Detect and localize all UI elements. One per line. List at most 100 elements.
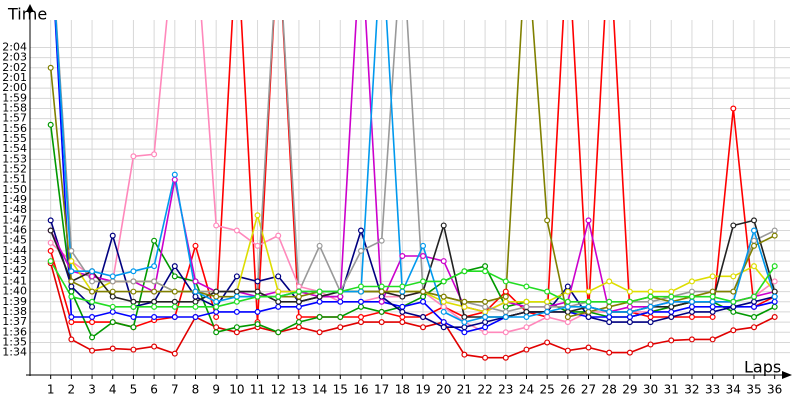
data-point: [523, 346, 530, 353]
data-point: [47, 247, 54, 254]
data-point: [399, 308, 406, 315]
data-point: [109, 319, 116, 326]
data-point: [337, 314, 344, 321]
data-point: [295, 283, 302, 290]
y-axis-title: Time: [7, 5, 47, 24]
data-point: [523, 324, 530, 331]
series-line: [49, 262, 776, 359]
data-point: [771, 278, 778, 285]
data-point: [730, 308, 737, 315]
data-point: [709, 308, 716, 315]
data-point: [482, 324, 489, 331]
y-tick-label: 1:52: [2, 163, 27, 176]
x-tick-label: 7: [171, 383, 179, 397]
data-point: [564, 314, 571, 321]
data-point: [109, 303, 116, 310]
data-point: [751, 293, 758, 300]
data-point: [213, 288, 220, 295]
data-point: [151, 237, 158, 244]
x-tick-label: 12: [271, 383, 286, 397]
data-point: [502, 354, 509, 361]
data-point: [647, 288, 654, 295]
data-point: [130, 153, 137, 160]
series-line: [55, 20, 776, 323]
x-tick-label: 2: [68, 383, 76, 397]
data-point: [378, 298, 385, 305]
data-point: [771, 293, 778, 300]
data-point: [730, 298, 737, 305]
y-tick-label: 1:59: [2, 91, 27, 104]
data-point: [502, 293, 509, 300]
data-point: [68, 278, 75, 285]
data-point: [378, 293, 385, 300]
data-point: [89, 278, 96, 285]
data-point: [461, 324, 468, 331]
data-point: [482, 308, 489, 315]
data-point: [151, 298, 158, 305]
data-point: [523, 303, 530, 310]
data-point: [233, 329, 240, 336]
y-tick-label: 1:56: [2, 122, 27, 135]
data-point: [544, 298, 551, 305]
data-point: [109, 278, 116, 285]
y-tick-label: 1:38: [2, 305, 27, 318]
data-point: [192, 293, 199, 300]
y-tick-label: 1:51: [2, 173, 27, 186]
data-point: [482, 314, 489, 321]
data-point: [151, 343, 158, 350]
data-point: [192, 288, 199, 295]
data-point: [482, 354, 489, 361]
data-point: [47, 239, 54, 246]
series-line: [54, 20, 775, 334]
data-point: [709, 314, 716, 321]
data-point: [709, 298, 716, 305]
y-tick-label: 1:50: [2, 183, 27, 196]
data-point: [275, 303, 282, 310]
data-point: [192, 298, 199, 305]
data-point: [751, 242, 758, 249]
data-point: [316, 329, 323, 336]
data-point: [89, 334, 96, 341]
data-point: [626, 298, 633, 305]
y-tick-label: 2:03: [2, 51, 27, 64]
data-point: [585, 303, 592, 310]
x-tick-label: 35: [746, 383, 761, 397]
data-point: [647, 308, 654, 315]
x-axis-title: Laps: [744, 358, 781, 377]
data-point: [357, 227, 364, 234]
x-tick-label: 20: [436, 383, 451, 397]
y-tick-label: 1:49: [2, 193, 27, 206]
data-point: [130, 303, 137, 310]
data-point: [89, 303, 96, 310]
data-point: [647, 298, 654, 305]
x-tick-label: 26: [560, 383, 575, 397]
x-tick-label: 29: [622, 383, 637, 397]
data-point: [399, 288, 406, 295]
series-line: [50, 260, 776, 308]
data-point: [171, 263, 178, 270]
data-point: [378, 308, 385, 315]
data-point: [130, 288, 137, 295]
data-point: [482, 303, 489, 310]
data-point: [523, 283, 530, 290]
data-point: [254, 288, 261, 295]
data-point: [771, 263, 778, 270]
data-point: [68, 258, 75, 265]
data-point: [89, 319, 96, 326]
data-point: [192, 278, 199, 285]
data-point: [171, 314, 178, 321]
data-point: [502, 303, 509, 310]
data-point: [192, 242, 199, 249]
x-tick-label: 6: [150, 383, 158, 397]
data-point: [357, 319, 364, 326]
y-tick-label: 1:57: [2, 112, 27, 125]
data-point: [502, 314, 509, 321]
data-point: [709, 293, 716, 300]
data-point: [730, 327, 737, 334]
data-point: [399, 293, 406, 300]
data-point: [68, 319, 75, 326]
data-point: [771, 303, 778, 310]
x-tick-label: 31: [664, 383, 679, 397]
data-point: [544, 288, 551, 295]
data-point: [626, 288, 633, 295]
